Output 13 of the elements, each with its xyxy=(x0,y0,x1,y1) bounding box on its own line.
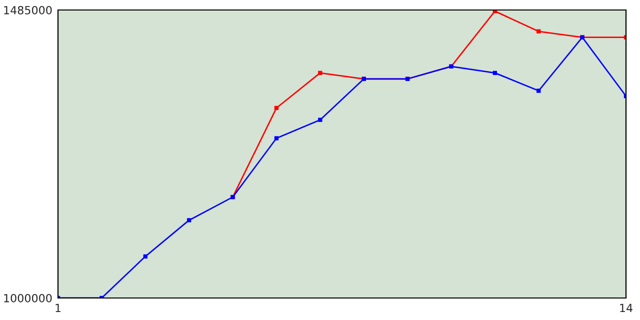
point xyxy=(143,254,148,259)
point xyxy=(318,70,322,76)
y-tick-label: 1000000 xyxy=(4,294,52,302)
point xyxy=(536,88,541,93)
point xyxy=(536,29,541,34)
point xyxy=(492,70,498,76)
x-tick-label: 14 xyxy=(620,304,632,312)
point xyxy=(274,136,279,140)
point xyxy=(274,106,279,110)
point xyxy=(186,218,192,222)
x-tick-label: 1 xyxy=(56,304,61,312)
y-tick-label: 1485000 xyxy=(4,6,52,14)
point xyxy=(318,118,322,122)
